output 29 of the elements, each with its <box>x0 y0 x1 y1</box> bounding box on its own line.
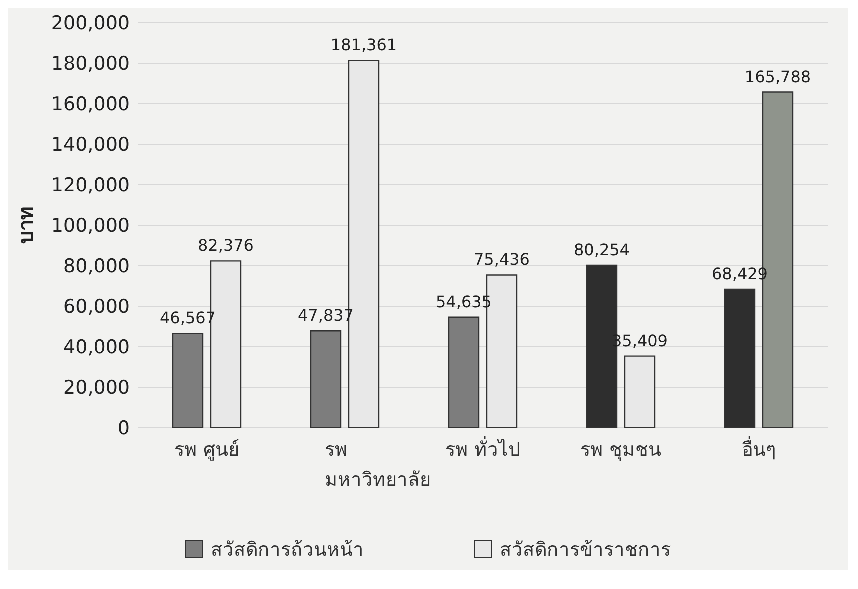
data-label: 82,376 <box>198 236 254 256</box>
y-tick-label: 40,000 <box>64 336 130 359</box>
y-tick-label: 140,000 <box>51 134 130 156</box>
y-tick-label: 0 <box>118 418 130 440</box>
bar <box>448 316 480 428</box>
x-tick-label: รพ มหาวิทยาลัย <box>325 439 431 491</box>
x-tick-label: รพ ชุมชน <box>580 439 662 462</box>
data-label: 80,254 <box>574 240 630 260</box>
bar <box>172 333 204 428</box>
bar <box>310 330 342 428</box>
data-label: 165,788 <box>744 67 812 86</box>
data-label: 181,361 <box>330 36 398 55</box>
data-label: 75,436 <box>474 250 530 270</box>
x-tick-label: อื่นๆ <box>742 436 776 461</box>
bar <box>624 356 656 428</box>
y-tick-label: 120,000 <box>51 174 130 197</box>
y-tick-label: 60,000 <box>64 296 130 318</box>
y-tick-label: 200,000 <box>51 12 130 35</box>
y-tick-label: 20,000 <box>64 377 130 400</box>
y-tick-label: 160,000 <box>51 94 130 116</box>
legend-label: สวัสดิการข้าราชการ <box>500 538 671 563</box>
x-tick-label: รพ ทั่วไป <box>445 436 521 461</box>
bar <box>724 288 756 428</box>
x-tick-label: รพ ศูนย์ <box>174 439 240 461</box>
y-tick-label: 180,000 <box>51 53 130 76</box>
y-tick-label: 100,000 <box>51 215 130 238</box>
legend-label: สวัสดิการถ้วนหน้า <box>211 538 364 563</box>
y-tick-label: 80,000 <box>64 256 130 278</box>
y-axis-title: บาท <box>14 207 38 244</box>
